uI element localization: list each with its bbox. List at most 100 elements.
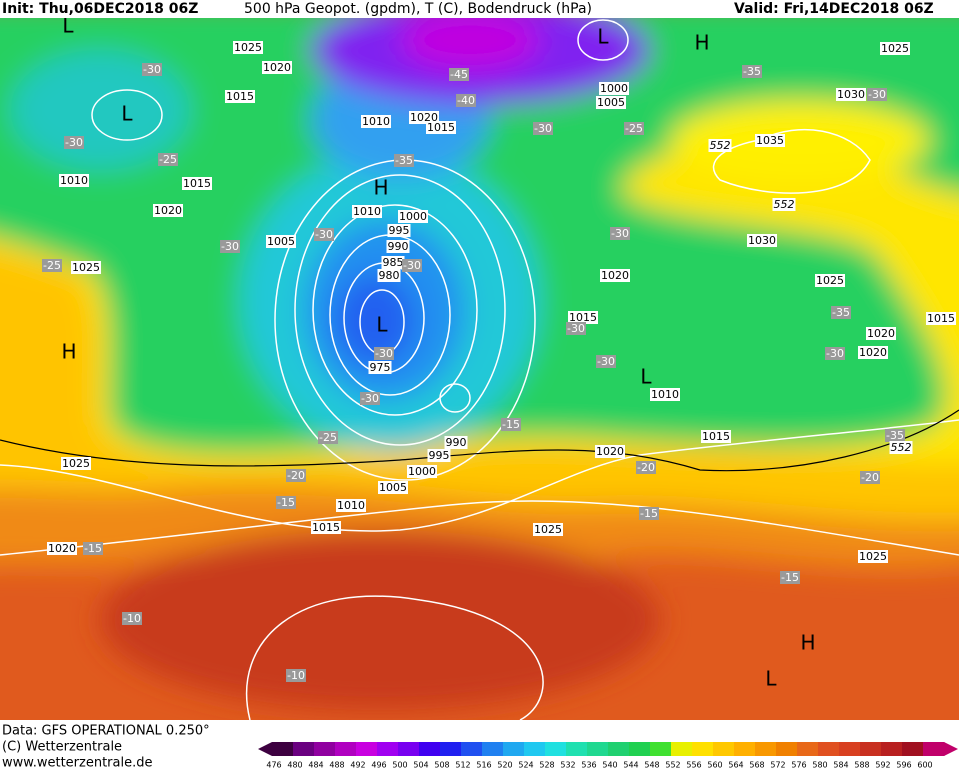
colorbar-label: 576 — [791, 761, 806, 770]
temperature-label: -40 — [457, 94, 475, 107]
temperature-label: -35 — [832, 306, 850, 319]
temperature-label: -20 — [861, 471, 879, 484]
temperature-label-box — [42, 259, 62, 272]
temperature-label: -10 — [123, 612, 141, 625]
pressure-center: H — [800, 631, 815, 655]
colorbar-cell — [818, 742, 840, 756]
colorbar-cell — [734, 742, 756, 756]
temperature-label: -30 — [403, 259, 421, 272]
pressure-label: 995 — [429, 449, 450, 462]
temperature-label: -25 — [159, 153, 177, 166]
colorbar-cell — [902, 742, 924, 756]
colorbar-label: 548 — [644, 761, 659, 770]
temperature-label-box — [596, 355, 616, 368]
temperature-label-box — [286, 669, 306, 682]
colorbar-label: 568 — [749, 761, 764, 770]
pressure-label: 1015 — [183, 177, 211, 190]
pressure-label: 1025 — [816, 274, 844, 287]
pressure-label-box — [398, 210, 428, 223]
pressure-label-box — [47, 542, 77, 555]
pressure-label: 1025 — [234, 41, 262, 54]
colorbar-cell — [587, 742, 609, 756]
pressure-label-box — [650, 388, 680, 401]
colorbar-label: 520 — [497, 761, 512, 770]
pressure-label: 1015 — [927, 312, 955, 325]
temperature-label: -30 — [361, 392, 379, 405]
temperature-label: -30 — [597, 355, 615, 368]
pressure-label: 1030 — [837, 88, 865, 101]
geopotential-label: 552 — [710, 139, 731, 152]
pressure-label: 1010 — [362, 115, 390, 128]
pressure-label-box — [568, 311, 598, 324]
pressure-label: 975 — [370, 361, 391, 374]
colorbar-cell — [692, 742, 714, 756]
pressure-label: 1035 — [756, 134, 784, 147]
colorbar-cell — [335, 742, 357, 756]
pressure-label-box — [747, 234, 777, 247]
colorbar-cell — [566, 742, 588, 756]
colorbar-label: 584 — [833, 761, 848, 770]
pressure-label: 985 — [383, 256, 404, 269]
colorbar-label: 500 — [392, 761, 407, 770]
temperature-label: -30 — [868, 88, 886, 101]
pressure-label: 1020 — [867, 327, 895, 340]
temperature-label: -35 — [743, 65, 761, 78]
colorbar-label: 508 — [434, 761, 449, 770]
pressure-label-box — [59, 174, 89, 187]
pressure-label-box — [858, 346, 888, 359]
isobars — [0, 19, 959, 720]
pressure-label: 1020 — [154, 204, 182, 217]
temperature-label-box — [122, 612, 142, 625]
geopotential-label: 552 — [891, 441, 912, 454]
pressure-center: H — [61, 340, 76, 364]
pressure-label: 1010 — [651, 388, 679, 401]
colorbar-cell — [314, 742, 336, 756]
pressure-label-box — [386, 240, 410, 253]
pressure-label: 1015 — [312, 521, 340, 534]
temperature-label: -30 — [826, 347, 844, 360]
colorbar-cell — [356, 742, 378, 756]
pressure-label-box — [701, 430, 731, 443]
pressure-label: 1025 — [62, 457, 90, 470]
colorbar-cell — [797, 742, 819, 756]
colorbar: 476 480 484 488 492 496 500 504 508 512 516 520 524 5… — [258, 742, 958, 770]
colorbar-cell — [671, 742, 693, 756]
temperature-label-box — [142, 63, 162, 76]
colorbar-label: 560 — [707, 761, 722, 770]
colorbar-cell — [461, 742, 483, 756]
pressure-label-box — [336, 499, 366, 512]
pressure-label: 1020 — [410, 111, 438, 124]
temperature-label: -45 — [450, 68, 468, 81]
pressure-label-box — [444, 436, 468, 449]
pressure-label-box — [71, 261, 101, 274]
pressure-label: 990 — [388, 240, 409, 253]
pressure-center: L — [640, 365, 652, 389]
colorbar-label: 552 — [665, 761, 680, 770]
colorbar-cell — [755, 742, 777, 756]
colorbar-cell — [545, 742, 567, 756]
temperature-label: -10 — [287, 669, 305, 682]
pressure-label-box — [233, 41, 263, 54]
pressure-label-box — [368, 361, 392, 374]
colorbar-cell — [503, 742, 525, 756]
pressure-center: L — [376, 313, 388, 337]
pressure-label-box — [533, 523, 563, 536]
colorbar-cell — [419, 742, 441, 756]
pressure-label-box — [858, 550, 888, 563]
temperature-label-box — [394, 154, 414, 167]
pressure-label-box — [262, 61, 292, 74]
colorbar-label: 536 — [581, 761, 596, 770]
colorbar-label: 592 — [875, 761, 890, 770]
temperature-label-box — [360, 392, 380, 405]
temperature-label-box — [456, 94, 476, 107]
temperature-label-box — [314, 228, 334, 241]
colorbar-label: 496 — [371, 761, 386, 770]
temperature-label: -20 — [637, 461, 655, 474]
temperature-label-box — [885, 429, 905, 442]
colorbar-cell — [608, 742, 630, 756]
colorbar-cell — [293, 742, 315, 756]
pressure-label: 1010 — [60, 174, 88, 187]
pressure-label: 1025 — [881, 42, 909, 55]
colorbar-label: 504 — [413, 761, 428, 770]
pressure-label-box — [225, 90, 255, 103]
